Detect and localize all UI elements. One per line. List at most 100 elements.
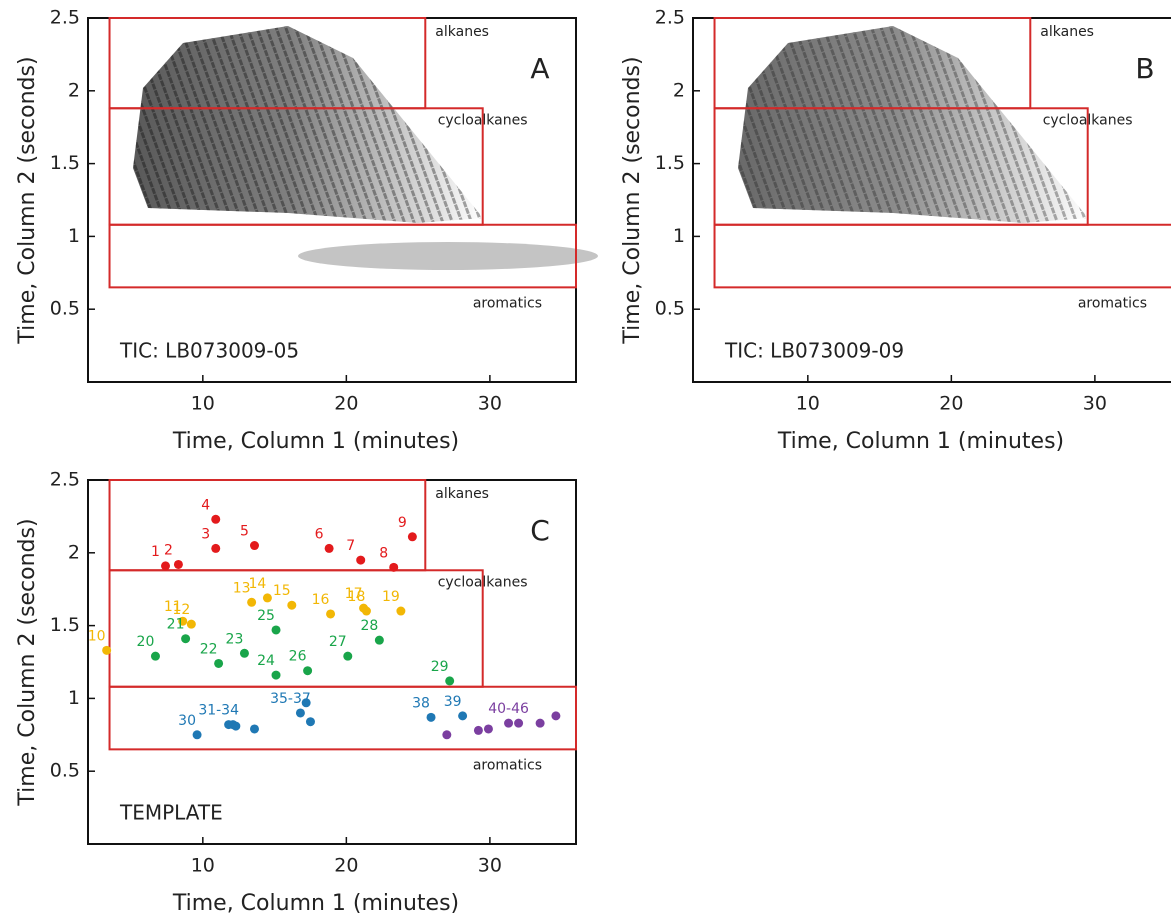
x-tick-label: 20: [939, 393, 963, 415]
point-label: 20: [137, 634, 155, 650]
point: [211, 543, 221, 553]
point: [231, 721, 241, 731]
point-label: 13: [233, 580, 251, 596]
point: [181, 634, 191, 644]
point-label: 40-46: [488, 701, 529, 717]
point: [150, 651, 160, 661]
point-label: 11: [164, 599, 182, 615]
point-label: 25: [257, 608, 275, 624]
region-label: aromatics: [473, 295, 542, 311]
x-axis-label: Time, Column 1 (minutes): [172, 429, 459, 454]
point: [473, 725, 483, 735]
x-tick-label: 30: [478, 393, 502, 415]
point: [426, 712, 436, 722]
x-tick-label: 10: [796, 393, 820, 415]
panel-title: A: [530, 52, 549, 85]
region-label: aromatics: [473, 757, 542, 773]
point-label: 19: [382, 589, 400, 605]
x-tick-label: 20: [334, 855, 358, 877]
point: [303, 666, 313, 676]
panel-annotation: TIC: LB073009-09: [724, 339, 904, 363]
y-tick-label: 1: [68, 225, 80, 247]
point: [186, 619, 196, 629]
point-label: 3: [201, 526, 210, 542]
x-tick-label: 30: [1083, 393, 1107, 415]
point-label: 16: [312, 592, 330, 608]
point-label: 28: [360, 618, 378, 634]
y-tick-label: 1.5: [50, 614, 80, 636]
region-label: alkanes: [435, 24, 489, 40]
region-label: aromatics: [1078, 295, 1147, 311]
point-label: 29: [431, 659, 449, 675]
point: [305, 717, 315, 727]
y-tick-label: 2: [68, 79, 80, 101]
point: [551, 711, 561, 721]
point: [249, 724, 259, 734]
y-tick-label: 2: [68, 541, 80, 563]
region-box: [108, 223, 577, 289]
chromatogram-a: [133, 26, 598, 270]
point-label: 14: [248, 576, 266, 592]
point: [271, 670, 281, 680]
y-tick-label: 0.5: [50, 298, 80, 320]
point-label: 4: [201, 497, 210, 513]
point: [458, 711, 468, 721]
point: [442, 730, 452, 740]
point: [356, 555, 366, 565]
point-label: 6: [315, 526, 324, 542]
region-label: alkanes: [1040, 24, 1094, 40]
y-tick-label: 0.5: [50, 760, 80, 782]
y-tick-label: 1.5: [50, 152, 80, 174]
point-label: 30: [178, 713, 196, 729]
chromatogram-b: [738, 26, 1088, 223]
point-label: 21: [167, 617, 185, 633]
y-tick-label: 2.5: [655, 7, 685, 29]
y-tick-label: 1.5: [655, 152, 685, 174]
point: [483, 724, 493, 734]
point: [326, 609, 336, 619]
region-box: [713, 223, 1171, 289]
y-tick-label: 2.5: [50, 469, 80, 491]
point-label: 2: [164, 542, 173, 558]
x-tick-label: 20: [334, 393, 358, 415]
y-axis-label: Time, Column 2 (seconds): [620, 56, 645, 344]
region-box: [108, 569, 484, 688]
y-axis-label: Time, Column 2 (seconds): [15, 56, 40, 344]
point-label: 31-34: [198, 703, 239, 719]
point-label: 17: [345, 586, 363, 602]
point: [535, 718, 545, 728]
y-axis-label: Time, Column 2 (seconds): [15, 518, 40, 806]
point-label: 38: [412, 695, 430, 711]
point: [287, 600, 297, 610]
point-label: 10: [88, 628, 106, 644]
point-label: 8: [379, 545, 388, 561]
region-label: cycloalkanes: [438, 112, 528, 128]
point-label: 1: [151, 544, 160, 560]
y-tick-label: 0.5: [655, 298, 685, 320]
point-label: 9: [398, 515, 407, 531]
point: [249, 541, 259, 551]
point-label: 39: [444, 694, 462, 710]
point: [374, 635, 384, 645]
point: [301, 698, 311, 708]
point-label: 35-37: [270, 691, 311, 707]
point: [295, 708, 305, 718]
point: [504, 718, 514, 728]
point: [361, 606, 371, 616]
point-label: 23: [226, 631, 244, 647]
point: [407, 532, 417, 542]
x-axis-label: Time, Column 1 (minutes): [172, 891, 459, 916]
x-tick-label: 10: [191, 855, 215, 877]
panel-title: C: [530, 514, 550, 547]
point: [343, 651, 353, 661]
point: [271, 625, 281, 635]
y-tick-label: 2.5: [50, 7, 80, 29]
point: [161, 561, 171, 571]
point: [173, 559, 183, 569]
panel-annotation: TIC: LB073009-05: [119, 339, 299, 363]
point: [178, 616, 188, 626]
point-label: 22: [200, 641, 218, 657]
region-box: [108, 685, 577, 751]
x-tick-label: 30: [478, 855, 502, 877]
